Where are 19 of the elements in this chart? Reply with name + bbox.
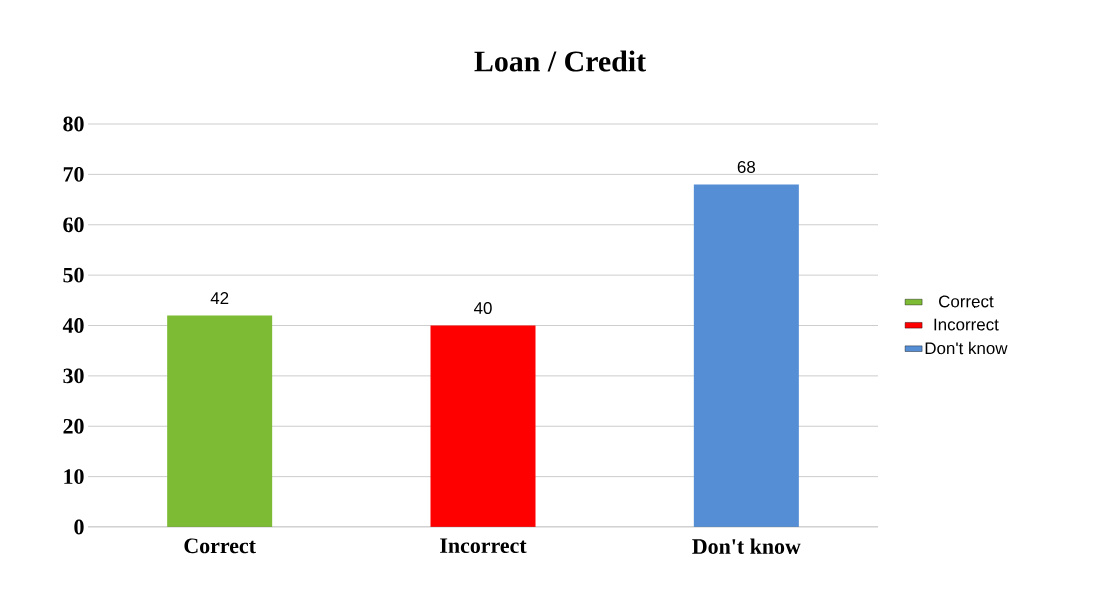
legend-label: Incorrect: [934, 318, 999, 331]
y-tick-label: 70: [63, 166, 84, 182]
x-tick-label: Don't know: [692, 538, 801, 554]
data-label: 40: [473, 302, 492, 315]
data-label: 42: [210, 292, 229, 304]
y-tick-label: 50: [63, 267, 84, 283]
y-tick-label: 80: [63, 116, 84, 132]
x-tick-label: Correct: [184, 538, 256, 554]
y-tick-label: 0: [74, 519, 84, 535]
x-tick-label: Incorrect: [440, 538, 527, 554]
y-tick-label: 60: [63, 217, 84, 233]
chart-title: Loan / Credit: [474, 50, 646, 72]
y-tick-label: 20: [63, 418, 84, 434]
y-tick-label: 40: [62, 318, 84, 333]
y-tick-label: 30: [63, 368, 84, 384]
legend-label: Don't know: [925, 341, 1008, 355]
y-tick-label: 10: [64, 469, 84, 485]
legend-label: Correct: [939, 295, 994, 308]
data-label: 68: [737, 160, 756, 173]
